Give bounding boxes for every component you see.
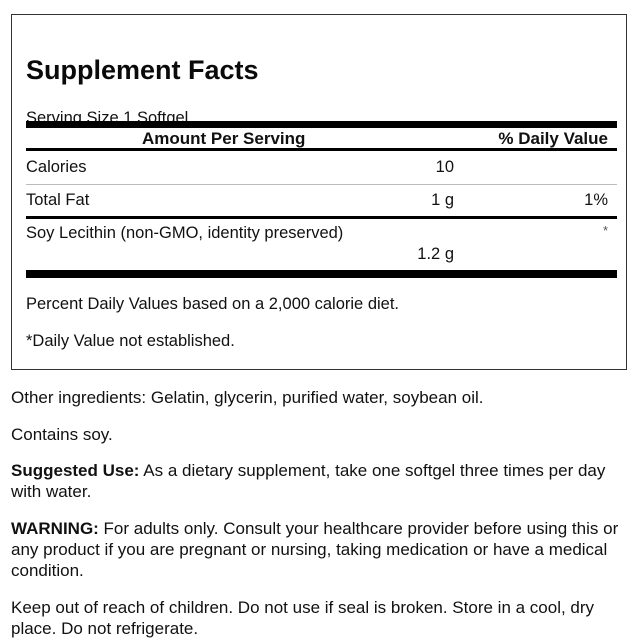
suggested-use: Suggested Use: As a dietary supplement, … bbox=[11, 460, 621, 502]
row-amount-calories: 10 bbox=[435, 158, 454, 176]
row-label-calories: Calories bbox=[26, 158, 87, 176]
row-amount-soy-lecithin: 1.2 g bbox=[417, 245, 454, 263]
allergen-statement: Contains soy. bbox=[11, 425, 113, 444]
thick-divider bbox=[26, 121, 617, 128]
other-ingredients: Other ingredients: Gelatin, glycerin, pu… bbox=[11, 388, 484, 407]
warning-label: WARNING: bbox=[11, 519, 99, 538]
thick-divider-bottom bbox=[26, 270, 617, 278]
row-amount-total-fat: 1 g bbox=[431, 191, 454, 209]
row-dv-total-fat: 1% bbox=[584, 191, 608, 209]
row-label-soy-lecithin: Soy Lecithin (non-GMO, identity preserve… bbox=[26, 224, 344, 242]
footnote-percent-daily-values: Percent Daily Values based on a 2,000 ca… bbox=[26, 295, 400, 313]
section-divider bbox=[26, 216, 617, 219]
suggested-use-text: As a dietary supplement, take one softge… bbox=[11, 461, 606, 501]
header-divider bbox=[26, 148, 617, 151]
warning: WARNING: For adults only. Consult your h… bbox=[11, 518, 621, 581]
row-label-total-fat: Total Fat bbox=[26, 191, 90, 209]
row-dv-soy-lecithin: * bbox=[602, 223, 608, 238]
header-amount-per-serving: Amount Per Serving bbox=[142, 129, 306, 148]
supplement-facts-panel: Supplement Facts Serving Size 1 Softgel … bbox=[11, 14, 627, 370]
suggested-use-label: Suggested Use: bbox=[11, 461, 140, 480]
storage-instructions: Keep out of reach of children. Do not us… bbox=[11, 598, 595, 638]
header-daily-value: % Daily Value bbox=[498, 129, 608, 148]
footnote-daily-value-not-established: *Daily Value not established. bbox=[26, 332, 235, 350]
row-divider bbox=[26, 184, 617, 185]
panel-title: Supplement Facts bbox=[26, 55, 259, 85]
warning-text: For adults only. Consult your healthcare… bbox=[11, 519, 619, 580]
